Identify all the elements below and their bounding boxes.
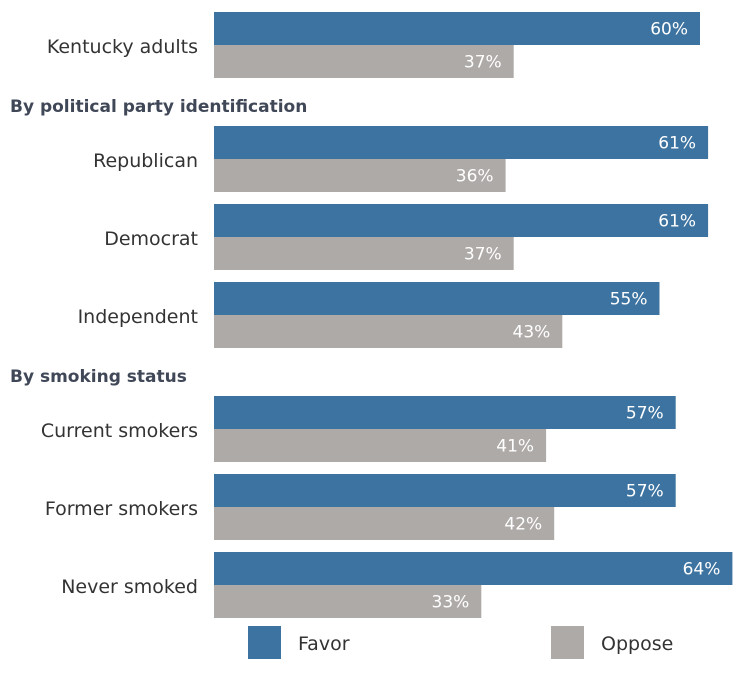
value-label-oppose-kentucky-adults: 37% [464, 53, 502, 73]
bar-favor-democrat [214, 204, 709, 237]
value-label-favor-former-smokers: 57% [626, 482, 664, 502]
bar-oppose-democrat [214, 237, 514, 270]
value-label-favor-kentucky-adults: 60% [650, 20, 688, 40]
value-label-oppose-never-smoked: 33% [432, 593, 470, 613]
category-label-kentucky-adults: Kentucky adults [47, 36, 198, 58]
category-label-republican: Republican [93, 150, 198, 172]
category-label-former-smokers: Former smokers [45, 498, 198, 520]
bar-oppose-never-smoked [214, 585, 482, 618]
value-label-favor-democrat: 61% [658, 212, 696, 232]
value-label-favor-independent: 55% [610, 290, 648, 310]
value-label-oppose-current-smokers: 41% [496, 437, 534, 457]
bar-oppose-republican [214, 159, 506, 192]
value-label-oppose-democrat: 37% [464, 245, 502, 265]
category-label-never-smoked: Never smoked [61, 576, 198, 598]
bar-oppose-current-smokers [214, 429, 547, 462]
bar-favor-never-smoked [214, 552, 733, 585]
bar-oppose-former-smokers [214, 507, 555, 540]
bar-favor-independent [214, 282, 660, 315]
value-label-oppose-republican: 36% [456, 167, 494, 187]
bar-favor-former-smokers [214, 474, 676, 507]
bar-favor-kentucky-adults [214, 12, 700, 45]
value-label-favor-never-smoked: 64% [683, 560, 721, 580]
legend-swatch-favor [248, 626, 281, 659]
category-label-democrat: Democrat [104, 228, 198, 250]
bar-oppose-independent [214, 315, 563, 348]
bar-favor-republican [214, 126, 709, 159]
value-label-favor-republican: 61% [658, 134, 696, 154]
legend-label-oppose: Oppose [601, 633, 673, 655]
legend-swatch-oppose [551, 626, 584, 659]
value-label-oppose-former-smokers: 42% [504, 515, 542, 535]
value-label-favor-current-smokers: 57% [626, 404, 664, 424]
value-label-oppose-independent: 43% [513, 323, 551, 343]
bar-oppose-kentucky-adults [214, 45, 514, 78]
group-header-by-smoking-status: By smoking status [10, 367, 187, 387]
legend-label-favor: Favor [298, 633, 350, 655]
category-label-current-smokers: Current smokers [41, 420, 198, 442]
bar-favor-current-smokers [214, 396, 676, 429]
category-label-independent: Independent [78, 306, 198, 328]
group-header-by-political-party-identification: By political party identification [10, 97, 307, 117]
